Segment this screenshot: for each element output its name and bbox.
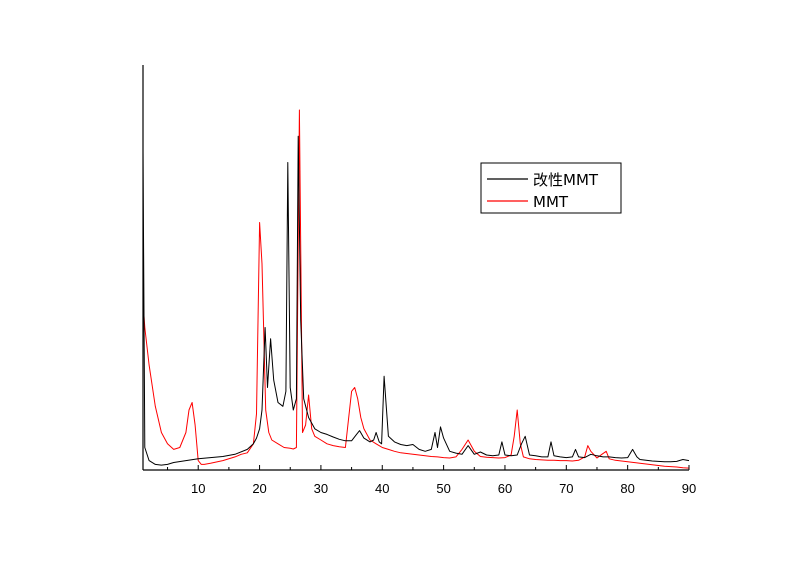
x-tick-label: 80 <box>620 481 634 496</box>
legend-label-series-1: 改性MMT <box>533 171 599 189</box>
x-tick-label: 70 <box>559 481 573 496</box>
x-tick-label: 30 <box>314 481 328 496</box>
legend-label-series-2: MMT <box>533 193 569 211</box>
legend-box <box>480 162 622 214</box>
x-tick-label: 10 <box>191 481 205 496</box>
series-line-1 <box>142 135 690 466</box>
series-line-2 <box>142 109 690 469</box>
series-layer <box>142 109 690 469</box>
x-ticks: 10 20 30 40 50 60 70 80 90 <box>167 465 696 496</box>
x-tick-label: 20 <box>252 481 266 496</box>
x-tick-label: 90 <box>682 481 696 496</box>
x-tick-label: 40 <box>375 481 389 496</box>
x-tick-label: 60 <box>498 481 512 496</box>
legend: 改性MMT MMT <box>480 162 622 214</box>
x-tick-label: 50 <box>436 481 450 496</box>
